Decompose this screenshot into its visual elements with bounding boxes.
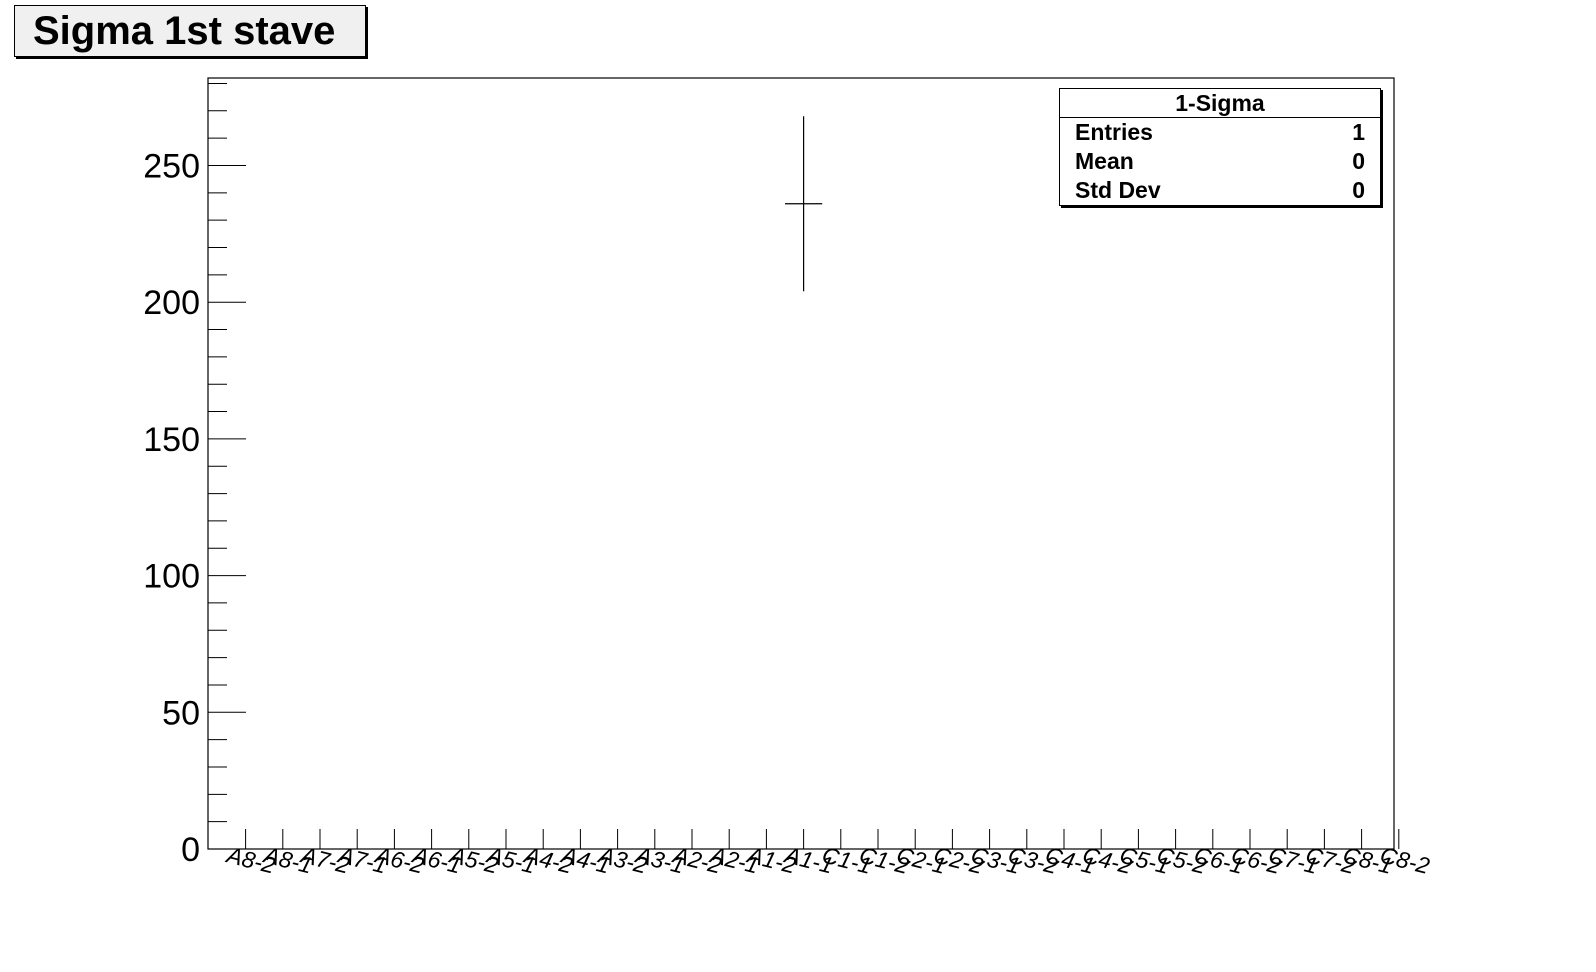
stats-value: 0 [1352, 177, 1365, 203]
stats-row-entries: Entries 1 [1060, 118, 1380, 147]
y-tick-label: 100 [143, 558, 200, 596]
stats-row-mean: Mean 0 [1060, 147, 1380, 176]
y-tick-label: 150 [143, 421, 200, 459]
stats-row-stddev: Std Dev 0 [1060, 176, 1380, 205]
stats-label: Entries [1075, 119, 1153, 145]
chart-title: Sigma 1st stave [33, 9, 336, 53]
x-axis: A8-2A8-1A7-2A7-1A6-2A6-1A5-2A5-1A4-2A4-1… [222, 829, 1432, 879]
y-axis: 0 50 100 150 200 250 [143, 82, 246, 869]
stats-label: Std Dev [1075, 177, 1161, 203]
y-tick-label: 200 [143, 284, 200, 322]
stats-box: 1-Sigma Entries 1 Mean 0 Std Dev 0 [1059, 88, 1381, 206]
y-tick-label: 250 [143, 147, 200, 185]
stats-label: Mean [1075, 148, 1134, 174]
data-points [785, 116, 823, 292]
stats-title: 1-Sigma [1060, 89, 1380, 118]
y-tick-label: 50 [162, 694, 200, 732]
chart-title-box: Sigma 1st stave [14, 5, 366, 57]
plot-frame [207, 77, 1395, 850]
stats-value: 0 [1352, 148, 1365, 174]
y-tick-label: 0 [181, 831, 200, 869]
stats-value: 1 [1352, 119, 1365, 145]
